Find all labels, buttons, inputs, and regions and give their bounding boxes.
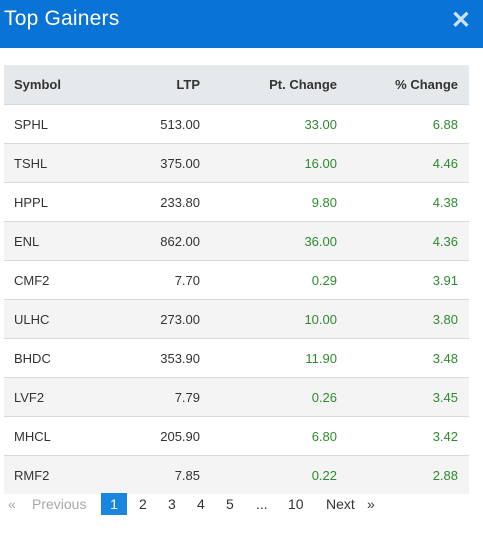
col-pct-change[interactable]: % Change xyxy=(337,65,469,105)
pt-change-cell: 0.29 xyxy=(200,260,337,300)
ltp-cell: 7.70 xyxy=(106,260,200,300)
page-5-button[interactable]: 5 xyxy=(226,496,234,512)
pt-change-cell: 10.00 xyxy=(200,299,337,339)
table-header-row: Symbol LTP Pt. Change % Change xyxy=(4,65,469,105)
page-ellipsis: ... xyxy=(256,496,268,512)
pct-change-cell: 3.45 xyxy=(337,377,469,417)
pt-change-cell: 36.00 xyxy=(200,221,337,261)
ltp-cell: 233.80 xyxy=(106,182,200,222)
table-row[interactable]: LVF2 7.79 0.26 3.45 xyxy=(4,377,469,417)
close-icon[interactable]: ✕ xyxy=(450,7,471,34)
symbol-cell[interactable]: BHDC xyxy=(4,338,106,378)
pt-change-cell: 11.90 xyxy=(200,338,337,378)
table-row[interactable]: BHDC 353.90 11.90 3.48 xyxy=(4,338,469,378)
table-row[interactable]: ULHC 273.00 10.00 3.80 xyxy=(4,299,469,339)
prev-button: Previous xyxy=(32,496,87,512)
modal-title: Top Gainers xyxy=(4,7,120,30)
symbol-cell[interactable]: ULHC xyxy=(4,299,106,339)
next-button[interactable]: Next xyxy=(326,496,355,512)
prev-arrow-icon: « xyxy=(8,496,16,512)
pt-change-cell: 6.80 xyxy=(200,416,337,456)
col-ltp[interactable]: LTP xyxy=(106,65,200,105)
page-1-button[interactable]: 1 xyxy=(101,493,127,515)
symbol-cell[interactable]: HPPL xyxy=(4,182,106,222)
table-row[interactable]: SPHL 513.00 33.00 6.88 xyxy=(4,104,469,144)
gainers-table: Symbol LTP Pt. Change % Change SPHL 513.0… xyxy=(4,65,469,494)
symbol-cell[interactable]: LVF2 xyxy=(4,377,106,417)
pct-change-cell: 4.46 xyxy=(337,143,469,183)
symbol-cell[interactable]: ENL xyxy=(4,221,106,261)
modal-header: Top Gainers ✕ xyxy=(0,0,483,48)
ltp-cell: 513.00 xyxy=(106,104,200,144)
ltp-cell: 375.00 xyxy=(106,143,200,183)
symbol-cell[interactable]: CMF2 xyxy=(4,260,106,300)
pct-change-cell: 3.91 xyxy=(337,260,469,300)
ltp-cell: 862.00 xyxy=(106,221,200,261)
table-row[interactable]: RMF2 7.85 0.22 2.88 xyxy=(4,455,469,494)
page-2-button[interactable]: 2 xyxy=(139,496,147,512)
pt-change-cell: 0.26 xyxy=(200,377,337,417)
table-row[interactable]: ENL 862.00 36.00 4.36 xyxy=(4,221,469,261)
table-row[interactable]: MHCL 205.90 6.80 3.42 xyxy=(4,416,469,456)
ltp-cell: 273.00 xyxy=(106,299,200,339)
next-arrow-icon[interactable]: » xyxy=(367,496,375,512)
ltp-cell: 7.85 xyxy=(106,455,200,494)
pct-change-cell: 2.88 xyxy=(337,455,469,494)
pct-change-cell: 4.38 xyxy=(337,182,469,222)
symbol-cell[interactable]: MHCL xyxy=(4,416,106,456)
pct-change-cell: 3.80 xyxy=(337,299,469,339)
ltp-cell: 353.90 xyxy=(106,338,200,378)
pct-change-cell: 4.36 xyxy=(337,221,469,261)
symbol-cell[interactable]: SPHL xyxy=(4,104,106,144)
symbol-cell[interactable]: RMF2 xyxy=(4,455,106,494)
table-row[interactable]: TSHL 375.00 16.00 4.46 xyxy=(4,143,469,183)
pct-change-cell: 3.48 xyxy=(337,338,469,378)
pt-change-cell: 9.80 xyxy=(200,182,337,222)
pct-change-cell: 6.88 xyxy=(337,104,469,144)
table-row[interactable]: CMF2 7.70 0.29 3.91 xyxy=(4,260,469,300)
ltp-cell: 205.90 xyxy=(106,416,200,456)
table-row[interactable]: HPPL 233.80 9.80 4.38 xyxy=(4,182,469,222)
col-pt-change[interactable]: Pt. Change xyxy=(200,65,337,105)
page-10-button[interactable]: 10 xyxy=(288,496,304,512)
pct-change-cell: 3.42 xyxy=(337,416,469,456)
col-symbol[interactable]: Symbol xyxy=(4,65,106,105)
pt-change-cell: 0.22 xyxy=(200,455,337,494)
pt-change-cell: 33.00 xyxy=(200,104,337,144)
pt-change-cell: 16.00 xyxy=(200,143,337,183)
page-4-button[interactable]: 4 xyxy=(197,496,205,512)
page-3-button[interactable]: 3 xyxy=(168,496,176,512)
symbol-cell[interactable]: TSHL xyxy=(4,143,106,183)
ltp-cell: 7.79 xyxy=(106,377,200,417)
